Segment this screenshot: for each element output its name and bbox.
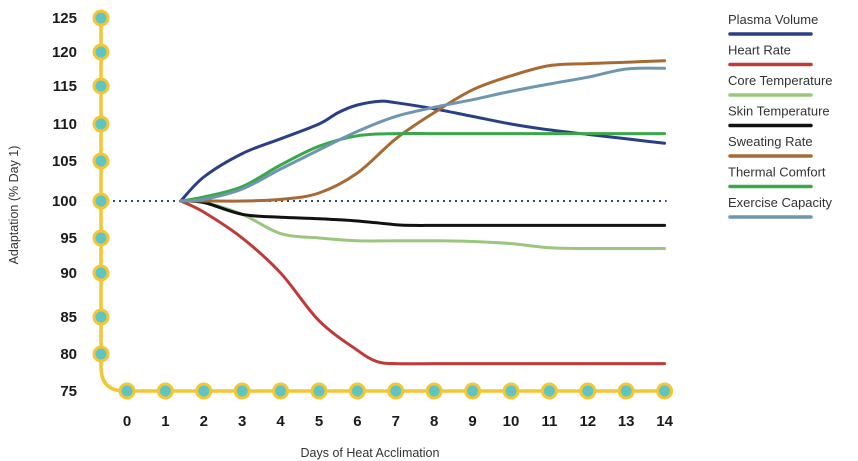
- y-axis-marker: [92, 192, 110, 210]
- x-axis-marker: [156, 382, 174, 400]
- x-axis-marker: [233, 382, 251, 400]
- x-tick-label: 14: [656, 413, 673, 430]
- y-tick-label: 90: [60, 265, 77, 282]
- x-tick-label: 12: [579, 413, 596, 430]
- x-tick-label: 10: [503, 413, 520, 430]
- legend: Plasma Volume Heart Rate Core Temperature S…: [728, 12, 833, 219]
- y-axis-marker: [92, 115, 110, 133]
- x-tick-label: 1: [161, 413, 169, 430]
- y-tick-label: 125: [52, 10, 77, 27]
- y-tick-label: 85: [60, 309, 77, 326]
- x-tick-label: 7: [392, 413, 400, 430]
- y-tick-label: 75: [60, 383, 77, 400]
- y-axis-marker: [92, 9, 110, 27]
- x-tick-label: 3: [238, 413, 246, 430]
- x-axis-marker: [272, 382, 290, 400]
- y-axis-marker: [92, 152, 110, 170]
- x-axis-marker: [348, 382, 366, 400]
- legend-label: Core Temperature: [728, 73, 833, 88]
- y-axis-marker: [92, 43, 110, 61]
- x-axis-marker: [656, 382, 674, 400]
- y-tick-label: 110: [53, 116, 77, 133]
- series-line-plasma-volume: [179, 99, 667, 203]
- y-tick-label: 120: [52, 44, 77, 61]
- x-tick-label: 0: [123, 413, 131, 430]
- x-tick-label: 5: [315, 413, 323, 430]
- x-tick-label: 13: [618, 413, 635, 430]
- x-axis-label: Days of Heat Acclimation: [301, 446, 440, 460]
- x-axis-marker: [118, 382, 136, 400]
- x-axis-marker: [387, 382, 405, 400]
- x-tick-label: 9: [468, 413, 476, 430]
- legend-label: Skin Temperature: [728, 104, 830, 119]
- legend-label: Thermal Comfort: [728, 165, 826, 180]
- axis-markers: [92, 9, 674, 400]
- x-axis-marker: [502, 382, 520, 400]
- x-axis-marker: [617, 382, 635, 400]
- series-line-exercise-capacity: [179, 66, 667, 203]
- y-tick-label: 100: [52, 193, 77, 210]
- legend-label: Exercise Capacity: [728, 195, 833, 210]
- x-tick-label: 8: [430, 413, 438, 430]
- y-tick-label: 95: [60, 230, 77, 247]
- x-tick-label: 2: [200, 413, 208, 430]
- legend-label: Plasma Volume: [728, 12, 818, 27]
- x-axis-marker: [425, 382, 443, 400]
- x-axis-marker: [310, 382, 328, 400]
- y-axis-marker: [92, 264, 110, 282]
- x-axis-marker: [195, 382, 213, 400]
- y-axis-marker: [92, 229, 110, 247]
- series-lines: [179, 59, 667, 366]
- y-axis-marker: [92, 345, 110, 363]
- series-line-sweating-rate: [179, 59, 667, 203]
- x-tick-label: 11: [541, 413, 557, 430]
- y-tick-label: 115: [53, 78, 77, 95]
- x-tick-label: 6: [353, 413, 361, 430]
- series-line-thermal-comfort: [179, 131, 667, 203]
- legend-label: Heart Rate: [728, 43, 791, 58]
- y-axis-label: Adaptation (% Day 1): [7, 146, 21, 265]
- y-axis-marker: [92, 308, 110, 326]
- series-line-heart-rate: [179, 199, 667, 366]
- x-axis-marker: [579, 382, 597, 400]
- y-axis-marker: [92, 77, 110, 95]
- x-tick-label: 4: [276, 413, 285, 430]
- x-axis-marker: [464, 382, 482, 400]
- y-tick-label: 80: [60, 346, 77, 363]
- series-line-skin-temperature: [179, 199, 667, 227]
- y-tick-label: 105: [52, 153, 77, 170]
- x-axis-marker: [540, 382, 558, 400]
- legend-label: Sweating Rate: [728, 134, 813, 149]
